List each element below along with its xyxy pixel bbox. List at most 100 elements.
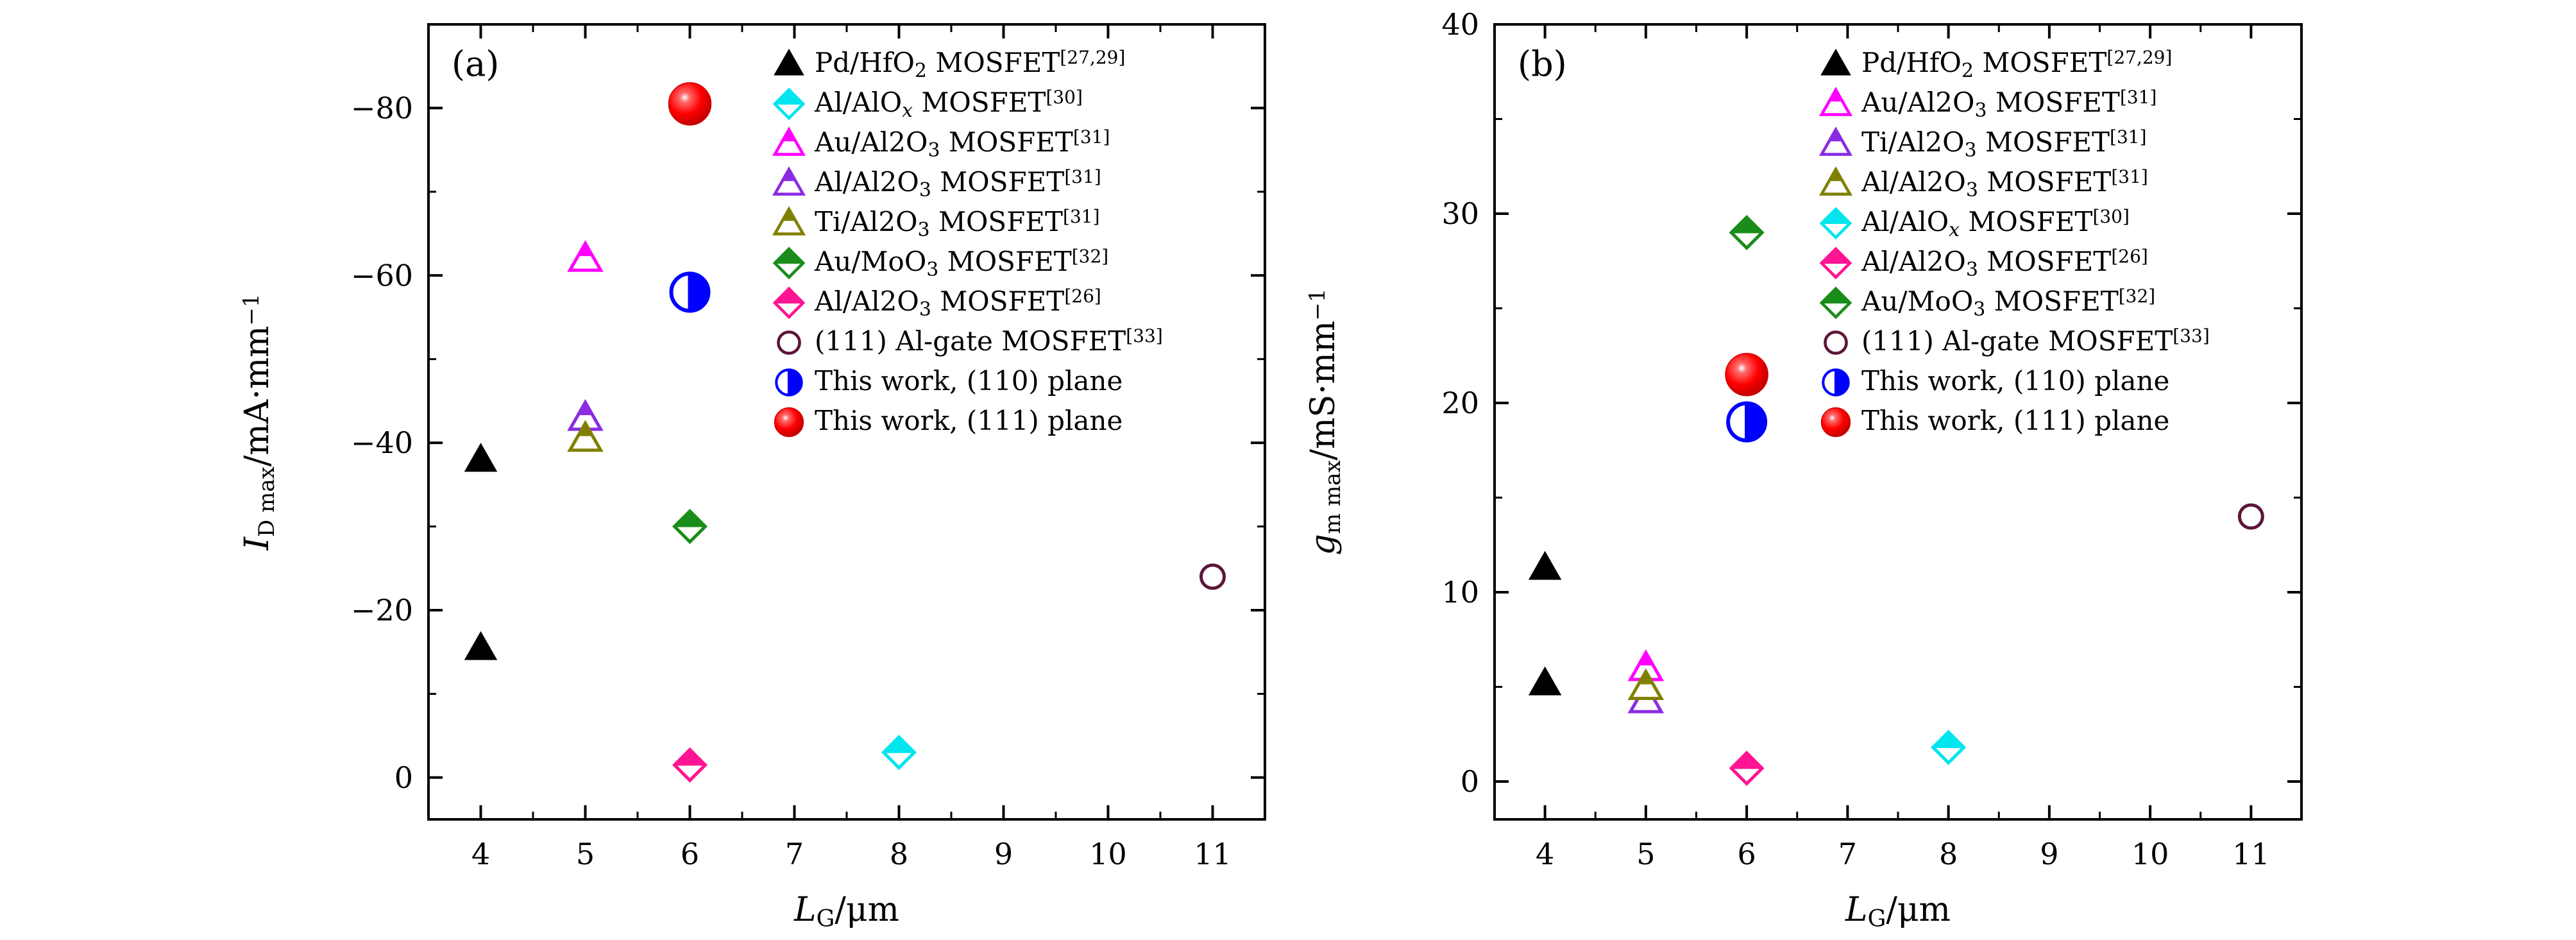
data-point [1729,750,1765,786]
y-tick-label: −40 [351,425,413,460]
legend-marker [1819,246,1852,280]
x-tick-label: 11 [1194,837,1232,871]
data-point [1725,353,1768,397]
legend-marker [1824,330,1848,355]
x-tick-label: 6 [681,837,699,871]
y-tick-label: 0 [394,760,413,795]
data-point [672,747,708,783]
y-tick-label: 20 [1441,386,1479,420]
x-tick-label: 11 [2232,837,2270,871]
legend-marker [772,87,806,121]
legend-marker [772,206,806,235]
x-tick-label: 9 [994,837,1013,871]
data-point [1931,730,1967,765]
legend-item: (111) Al-gate MOSFET[33]​ [1824,325,2210,357]
legend-item: Al/AlOx​ MOSFET[30]​ [772,87,1083,122]
legend-marker [1818,126,1853,156]
legend-label: Au/MoO3​ MOSFET[32]​ [814,246,1108,281]
legend-item: Al/Al2O3​ MOSFET[26]​ [1819,246,2148,281]
y-tick-label: −20 [351,593,413,628]
x-tick-label: 7 [1838,837,1857,871]
y-axis-title: ID max/mA·mm−1 [238,294,280,551]
y-tick-label: −80 [351,90,413,125]
panel-label: (a) [452,44,499,84]
data-point [669,271,711,313]
x-tick-label: 7 [785,837,804,871]
legend-marker [1819,286,1852,320]
x-axis-title: LG/μm [793,891,899,932]
legend-item: This work, (110) plane [1822,365,2169,397]
data-point [668,82,712,126]
legend-label: Al/Al2O3​ MOSFET[26]​ [814,286,1101,321]
legend-item: (111) Al-gate MOSFET[33]​ [777,325,1163,357]
legend-marker [774,48,804,76]
legend-label: Al/AlOx​ MOSFET[30]​ [1861,206,2130,241]
x-tick-label: 4 [1536,837,1554,871]
legend-label: (111) Al-gate MOSFET[33]​ [1861,325,2210,357]
y-tick-label: 40 [1441,7,1479,42]
data-point [2237,503,2264,530]
legend-marker [1819,207,1852,240]
chart-panel-a: 4 5 6 7 8 9 10 11 0 −20 −40 −60 −80 (a) LG/μm ID max/mA… [238,23,1266,932]
legend-item: Al/Al2O3​ MOSFET[31]​ [772,166,1101,201]
legend-label: Ti/Al2O3​ MOSFET[31]​ [1861,126,2147,162]
x-tick-label: 5 [1636,837,1655,871]
y-tick-label: −60 [351,258,413,293]
panel-label: (b) [1518,44,1567,84]
data-point [1528,666,1562,696]
legend-item: Ti/Al2O3​ MOSFET[31]​ [772,206,1100,241]
x-tick-label: 8 [1939,837,1958,871]
legend-label: This work, (111) plane [1861,405,2169,436]
data-point [881,735,917,771]
legend-marker [772,126,806,156]
x-tick-label: 9 [2040,837,2058,871]
x-axis-title: LG/μm [1845,891,1951,932]
legend-marker [772,246,806,280]
x-tick-label: 6 [1737,837,1756,871]
legend-label: Ti/Al2O3​ MOSFET[31]​ [815,206,1100,241]
x-tick-label: 4 [471,837,490,871]
legend-item: Al/Al2O3​ MOSFET[26]​ [772,286,1101,321]
legend-marker [777,330,801,355]
legend-marker [774,407,804,438]
legend-item: Au/Al2O3​ MOSFET[31]​ [1818,87,2157,122]
chart-panel-b: 4 5 6 7 8 9 10 11 0 10 20 30 40 (b) LG/μm gm max/mS·mm−… [1304,7,2303,932]
legend-marker [772,286,806,320]
legend-label: Pd/HfO2​ MOSFET[27,29]​ [1861,47,2172,82]
data-point [1726,401,1768,443]
legend: Pd/HfO2​ MOSFET[27,29]​ Au/Al2O3​ MOSFET[… [1818,47,2210,438]
legend-item: Au/MoO3​ MOSFET[32]​ [772,246,1108,281]
legend-item: Au/MoO3​ MOSFET[32]​ [1819,286,2155,321]
legend-item: This work, (111) plane [774,405,1123,438]
data-point [1528,551,1562,580]
legend-label: Al/Al2O3​ MOSFET[31]​ [814,166,1101,201]
legend-marker [772,166,806,196]
legend-item: Al/Al2O3​ MOSFET[31]​ [1818,166,2148,201]
y-tick-label: 10 [1441,575,1479,610]
legend-marker [1820,407,1851,438]
legend-marker [775,368,803,397]
legend-marker [1820,48,1851,76]
legend-label: Au/Al2O3​ MOSFET[31]​ [1861,87,2157,122]
y-tick-label: 30 [1441,196,1479,231]
legend-item: This work, (111) plane [1820,405,2169,438]
legend-marker [1818,166,1853,196]
data-point [567,420,604,452]
data-point [1627,668,1665,700]
legend-label: Au/MoO3​ MOSFET[32]​ [1861,286,2155,321]
x-tick-label: 10 [1089,837,1127,871]
legend-label: This work, (111) plane [815,405,1123,436]
data-point [464,631,498,660]
legend-item: Pd/HfO2​ MOSFET[27,29]​ [1820,47,2172,82]
legend-marker [1822,368,1850,397]
legend-label: (111) Al-gate MOSFET[33]​ [815,325,1163,357]
data-point [464,443,498,472]
legend-item: Au/Al2O3​ MOSFET[31]​ [772,126,1110,162]
legend-label: Pd/HfO2​ MOSFET[27,29]​ [815,47,1125,82]
x-tick-label: 8 [890,837,908,871]
data-point [1729,214,1765,251]
legend-label: Al/Al2O3​ MOSFET[26]​ [1861,246,2148,281]
legend-label: This work, (110) plane [815,365,1123,397]
data-point [567,240,604,272]
